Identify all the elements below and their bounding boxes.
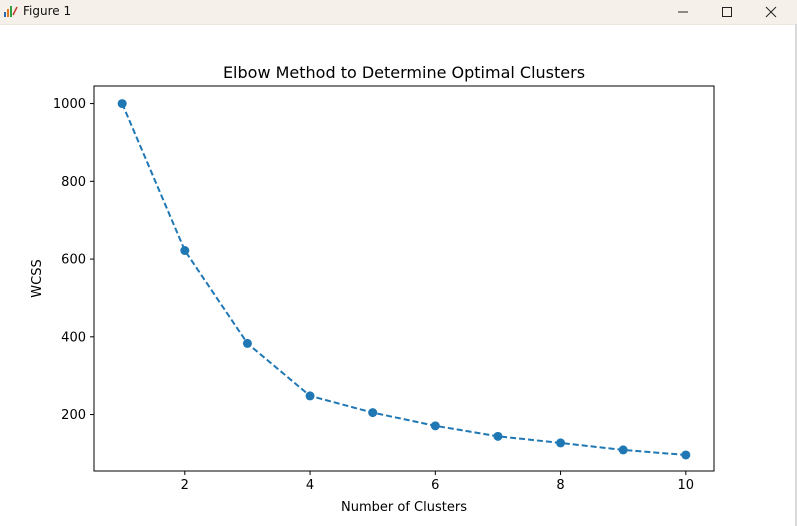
matplotlib-figure-icon — [3, 3, 19, 19]
data-point — [305, 391, 315, 401]
y-tick-label: 200 — [61, 408, 86, 423]
x-tick-label: 10 — [678, 478, 695, 493]
close-button[interactable] — [749, 0, 793, 24]
data-point — [556, 438, 566, 448]
x-tick-label: 4 — [306, 478, 314, 493]
data-point — [242, 338, 252, 348]
wcss-markers — [117, 99, 691, 460]
data-point — [618, 445, 628, 455]
wcss-line — [121, 103, 686, 456]
window-title: Figure 1 — [23, 4, 72, 18]
data-point — [117, 99, 127, 109]
y-tick-label: 800 — [61, 175, 86, 190]
data-point — [430, 421, 440, 431]
close-icon — [765, 6, 777, 18]
data-point — [493, 431, 503, 441]
data-point — [180, 246, 190, 256]
minimize-button[interactable] — [661, 0, 705, 24]
chart-title: Elbow Method to Determine Optimal Cluste… — [223, 63, 585, 82]
axis-ticks: 2 4 6 8 10 200 400 600 800 1000 — [53, 97, 694, 493]
data-point — [368, 408, 378, 418]
minimize-icon — [677, 6, 689, 18]
elbow-chart: 2 4 6 8 10 200 400 600 800 1000 Elbow Method to D… — [30, 63, 715, 515]
y-tick-label: 1000 — [53, 97, 86, 112]
data-point — [681, 450, 691, 460]
window-right-border — [795, 24, 797, 526]
y-tick-label: 400 — [61, 330, 86, 345]
plot-area — [93, 85, 715, 472]
x-axis-label: Number of Clusters — [341, 500, 467, 515]
maximize-button[interactable] — [705, 0, 749, 24]
x-tick-label: 8 — [556, 478, 564, 493]
y-tick-label: 600 — [61, 253, 86, 268]
window-titlebar: Figure 1 — [0, 0, 797, 25]
x-tick-label: 6 — [431, 478, 439, 493]
maximize-icon — [721, 6, 733, 18]
x-tick-label: 2 — [181, 478, 189, 493]
y-axis-label: WCSS — [30, 259, 45, 297]
